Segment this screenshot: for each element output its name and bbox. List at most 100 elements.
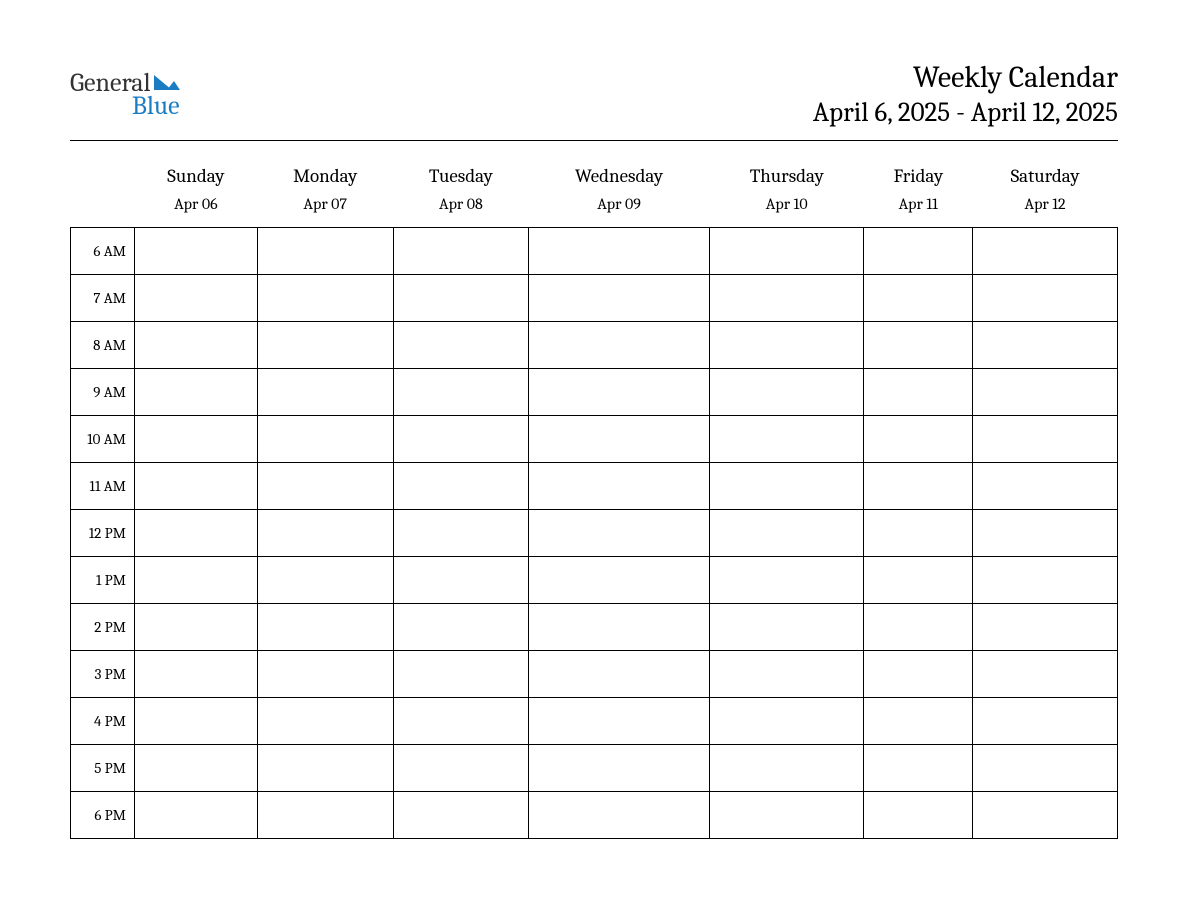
calendar-slot[interactable] <box>864 651 973 698</box>
calendar-slot[interactable] <box>135 510 258 557</box>
calendar-slot[interactable] <box>864 463 973 510</box>
calendar-slot[interactable] <box>864 792 973 839</box>
calendar-slot[interactable] <box>529 510 710 557</box>
calendar-slot[interactable] <box>709 698 864 745</box>
calendar-slot[interactable] <box>973 510 1118 557</box>
calendar-slot[interactable] <box>135 792 258 839</box>
calendar-slot[interactable] <box>135 275 258 322</box>
day-date: Apr 12 <box>977 195 1114 213</box>
calendar-slot[interactable] <box>864 416 973 463</box>
calendar-slot[interactable] <box>709 557 864 604</box>
calendar-slot[interactable] <box>709 745 864 792</box>
day-date: Apr 07 <box>261 195 389 213</box>
calendar-slot[interactable] <box>864 510 973 557</box>
calendar-slot[interactable] <box>393 322 528 369</box>
calendar-slot[interactable] <box>257 698 393 745</box>
calendar-slot[interactable] <box>393 745 528 792</box>
time-row: 1 PM <box>71 557 1118 604</box>
calendar-slot[interactable] <box>973 416 1118 463</box>
calendar-slot[interactable] <box>393 275 528 322</box>
calendar-slot[interactable] <box>973 745 1118 792</box>
calendar-slot[interactable] <box>973 228 1118 275</box>
weekly-calendar-table: Sunday Apr 06 Monday Apr 07 Tuesday Apr … <box>70 159 1118 839</box>
calendar-slot[interactable] <box>973 275 1118 322</box>
calendar-slot[interactable] <box>135 557 258 604</box>
calendar-slot[interactable] <box>709 792 864 839</box>
calendar-slot[interactable] <box>257 651 393 698</box>
calendar-slot[interactable] <box>864 557 973 604</box>
calendar-slot[interactable] <box>973 651 1118 698</box>
calendar-slot[interactable] <box>709 416 864 463</box>
calendar-slot[interactable] <box>864 698 973 745</box>
calendar-slot[interactable] <box>973 698 1118 745</box>
calendar-slot[interactable] <box>709 369 864 416</box>
calendar-slot[interactable] <box>393 604 528 651</box>
calendar-slot[interactable] <box>135 651 258 698</box>
date-range: April 6, 2025 - April 12, 2025 <box>813 97 1118 128</box>
calendar-slot[interactable] <box>529 463 710 510</box>
calendar-slot[interactable] <box>257 463 393 510</box>
calendar-slot[interactable] <box>393 463 528 510</box>
time-label: 6 AM <box>71 228 135 275</box>
calendar-slot[interactable] <box>257 416 393 463</box>
time-row: 9 AM <box>71 369 1118 416</box>
calendar-slot[interactable] <box>257 745 393 792</box>
calendar-slot[interactable] <box>709 651 864 698</box>
calendar-slot[interactable] <box>135 604 258 651</box>
calendar-slot[interactable] <box>135 228 258 275</box>
calendar-slot[interactable] <box>709 275 864 322</box>
calendar-slot[interactable] <box>393 557 528 604</box>
calendar-slot[interactable] <box>257 369 393 416</box>
calendar-slot[interactable] <box>135 322 258 369</box>
calendar-slot[interactable] <box>529 369 710 416</box>
calendar-slot[interactable] <box>973 557 1118 604</box>
calendar-slot[interactable] <box>393 651 528 698</box>
calendar-slot[interactable] <box>709 510 864 557</box>
calendar-slot[interactable] <box>135 698 258 745</box>
calendar-slot[interactable] <box>864 369 973 416</box>
calendar-slot[interactable] <box>529 698 710 745</box>
calendar-slot[interactable] <box>529 275 710 322</box>
calendar-slot[interactable] <box>135 745 258 792</box>
calendar-slot[interactable] <box>529 745 710 792</box>
time-label: 8 AM <box>71 322 135 369</box>
calendar-slot[interactable] <box>257 604 393 651</box>
logo: General Blue <box>70 60 180 121</box>
calendar-slot[interactable] <box>973 322 1118 369</box>
calendar-slot[interactable] <box>393 369 528 416</box>
calendar-slot[interactable] <box>973 792 1118 839</box>
calendar-slot[interactable] <box>393 792 528 839</box>
calendar-slot[interactable] <box>529 651 710 698</box>
calendar-slot[interactable] <box>257 557 393 604</box>
calendar-slot[interactable] <box>393 228 528 275</box>
calendar-slot[interactable] <box>529 416 710 463</box>
calendar-slot[interactable] <box>973 369 1118 416</box>
calendar-slot[interactable] <box>135 416 258 463</box>
calendar-slot[interactable] <box>393 698 528 745</box>
calendar-slot[interactable] <box>529 322 710 369</box>
calendar-slot[interactable] <box>864 604 973 651</box>
calendar-slot[interactable] <box>135 369 258 416</box>
calendar-slot[interactable] <box>864 228 973 275</box>
calendar-slot[interactable] <box>864 745 973 792</box>
calendar-slot[interactable] <box>393 416 528 463</box>
calendar-slot[interactable] <box>973 604 1118 651</box>
calendar-slot[interactable] <box>864 275 973 322</box>
calendar-slot[interactable] <box>709 228 864 275</box>
calendar-slot[interactable] <box>529 792 710 839</box>
calendar-slot[interactable] <box>529 228 710 275</box>
calendar-slot[interactable] <box>257 792 393 839</box>
calendar-slot[interactable] <box>709 604 864 651</box>
calendar-slot[interactable] <box>257 322 393 369</box>
calendar-slot[interactable] <box>709 322 864 369</box>
calendar-slot[interactable] <box>529 604 710 651</box>
calendar-slot[interactable] <box>257 275 393 322</box>
calendar-slot[interactable] <box>135 463 258 510</box>
calendar-slot[interactable] <box>393 510 528 557</box>
calendar-slot[interactable] <box>709 463 864 510</box>
calendar-slot[interactable] <box>257 510 393 557</box>
calendar-slot[interactable] <box>973 463 1118 510</box>
calendar-slot[interactable] <box>257 228 393 275</box>
calendar-slot[interactable] <box>529 557 710 604</box>
calendar-slot[interactable] <box>864 322 973 369</box>
